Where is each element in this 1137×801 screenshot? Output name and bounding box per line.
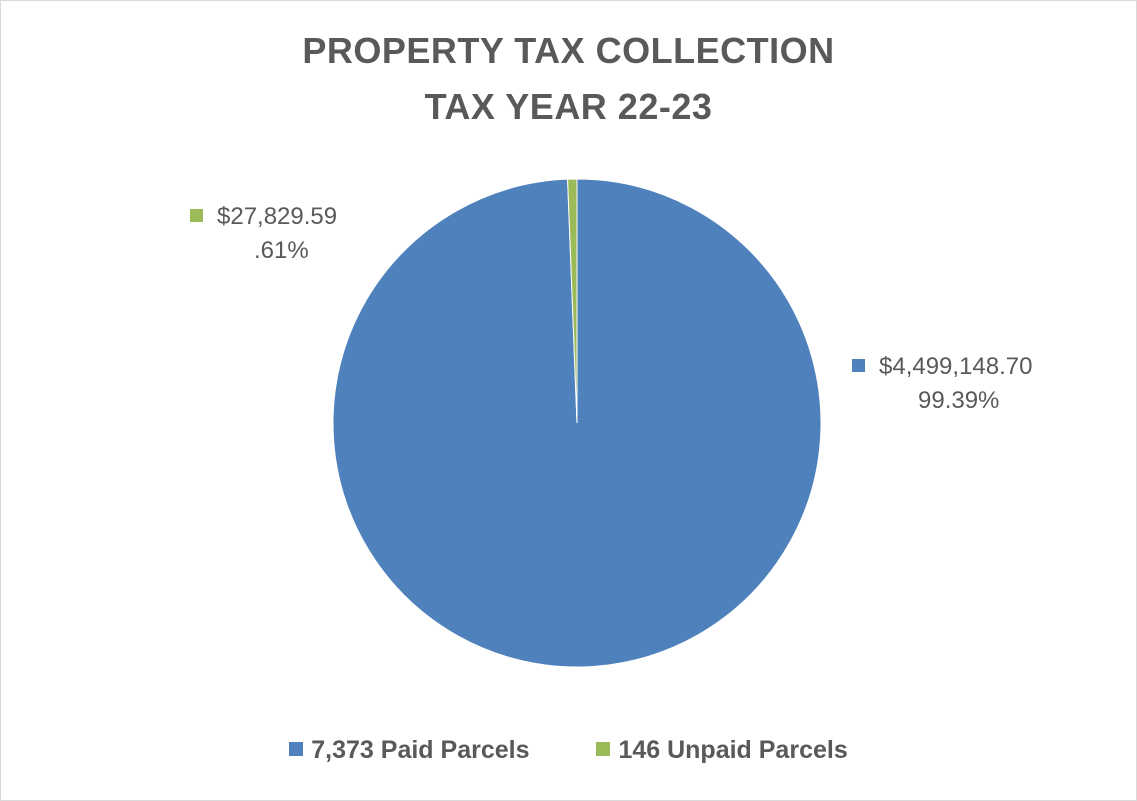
pie-slice-unpaid: [567, 178, 578, 424]
data-label-unpaid-percent: .61%: [254, 237, 309, 264]
legend-label-paid: 7,373 Paid Parcels: [311, 736, 530, 764]
legend-item-paid: 7,373 Paid Parcels: [289, 736, 529, 765]
legend-label-unpaid: 146 Unpaid Parcels: [618, 736, 848, 764]
data-label-paid: $4,499,148.70 99.39%: [852, 350, 1032, 418]
chart-subtitle: TAX YEAR 22-23: [424, 86, 713, 127]
legend-swatch-paid: [289, 742, 304, 756]
legend-swatch-unpaid: [596, 742, 611, 756]
data-label-unpaid: $27,829.59 .61%: [190, 200, 337, 268]
data-label-unpaid-amount: $27,829.59: [217, 203, 338, 230]
paid-swatch: [852, 359, 865, 372]
data-label-paid-amount: $4,499,148.70: [879, 353, 1033, 380]
legend-item-unpaid: 146 Unpaid Parcels: [596, 736, 848, 765]
unpaid-swatch: [190, 209, 203, 222]
data-label-paid-percent: 99.39%: [918, 387, 1000, 414]
chart-title: PROPERTY TAX COLLECTION: [302, 30, 835, 71]
chart-legend: 7,373 Paid Parcels 146 Unpaid Parcels: [0, 736, 1137, 765]
